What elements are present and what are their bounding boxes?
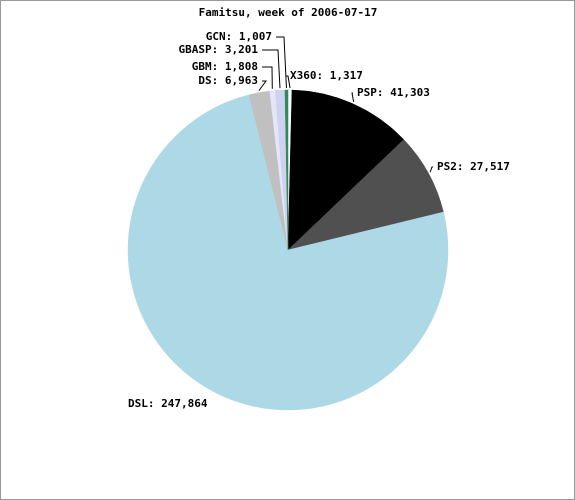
- slice-label: PS2: 27,517: [437, 160, 510, 173]
- leader-line: [262, 66, 273, 89]
- slice-label: GBASP: 3,201: [179, 43, 259, 56]
- leader-line: [262, 49, 281, 89]
- slice-label: GBM: 1,808: [192, 60, 258, 73]
- leader-line: [276, 36, 287, 89]
- slice-label: GCN: 1,007: [206, 30, 272, 43]
- slice-label: X360: 1,317: [290, 69, 363, 82]
- slice-label: PSP: 41,303: [357, 86, 430, 99]
- pie-slice: [287, 89, 405, 251]
- slice-label: DS: 6,963: [198, 74, 258, 87]
- leader-line: [351, 92, 355, 102]
- pie-slice: [284, 89, 289, 251]
- chart-title: Famitsu, week of 2006-07-17: [199, 6, 378, 19]
- leader-line: [286, 75, 291, 89]
- leader-line: [429, 166, 433, 173]
- leader-line: [258, 80, 267, 91]
- pie-slice: [127, 94, 449, 411]
- slice-label: DSL: 247,864: [128, 397, 208, 410]
